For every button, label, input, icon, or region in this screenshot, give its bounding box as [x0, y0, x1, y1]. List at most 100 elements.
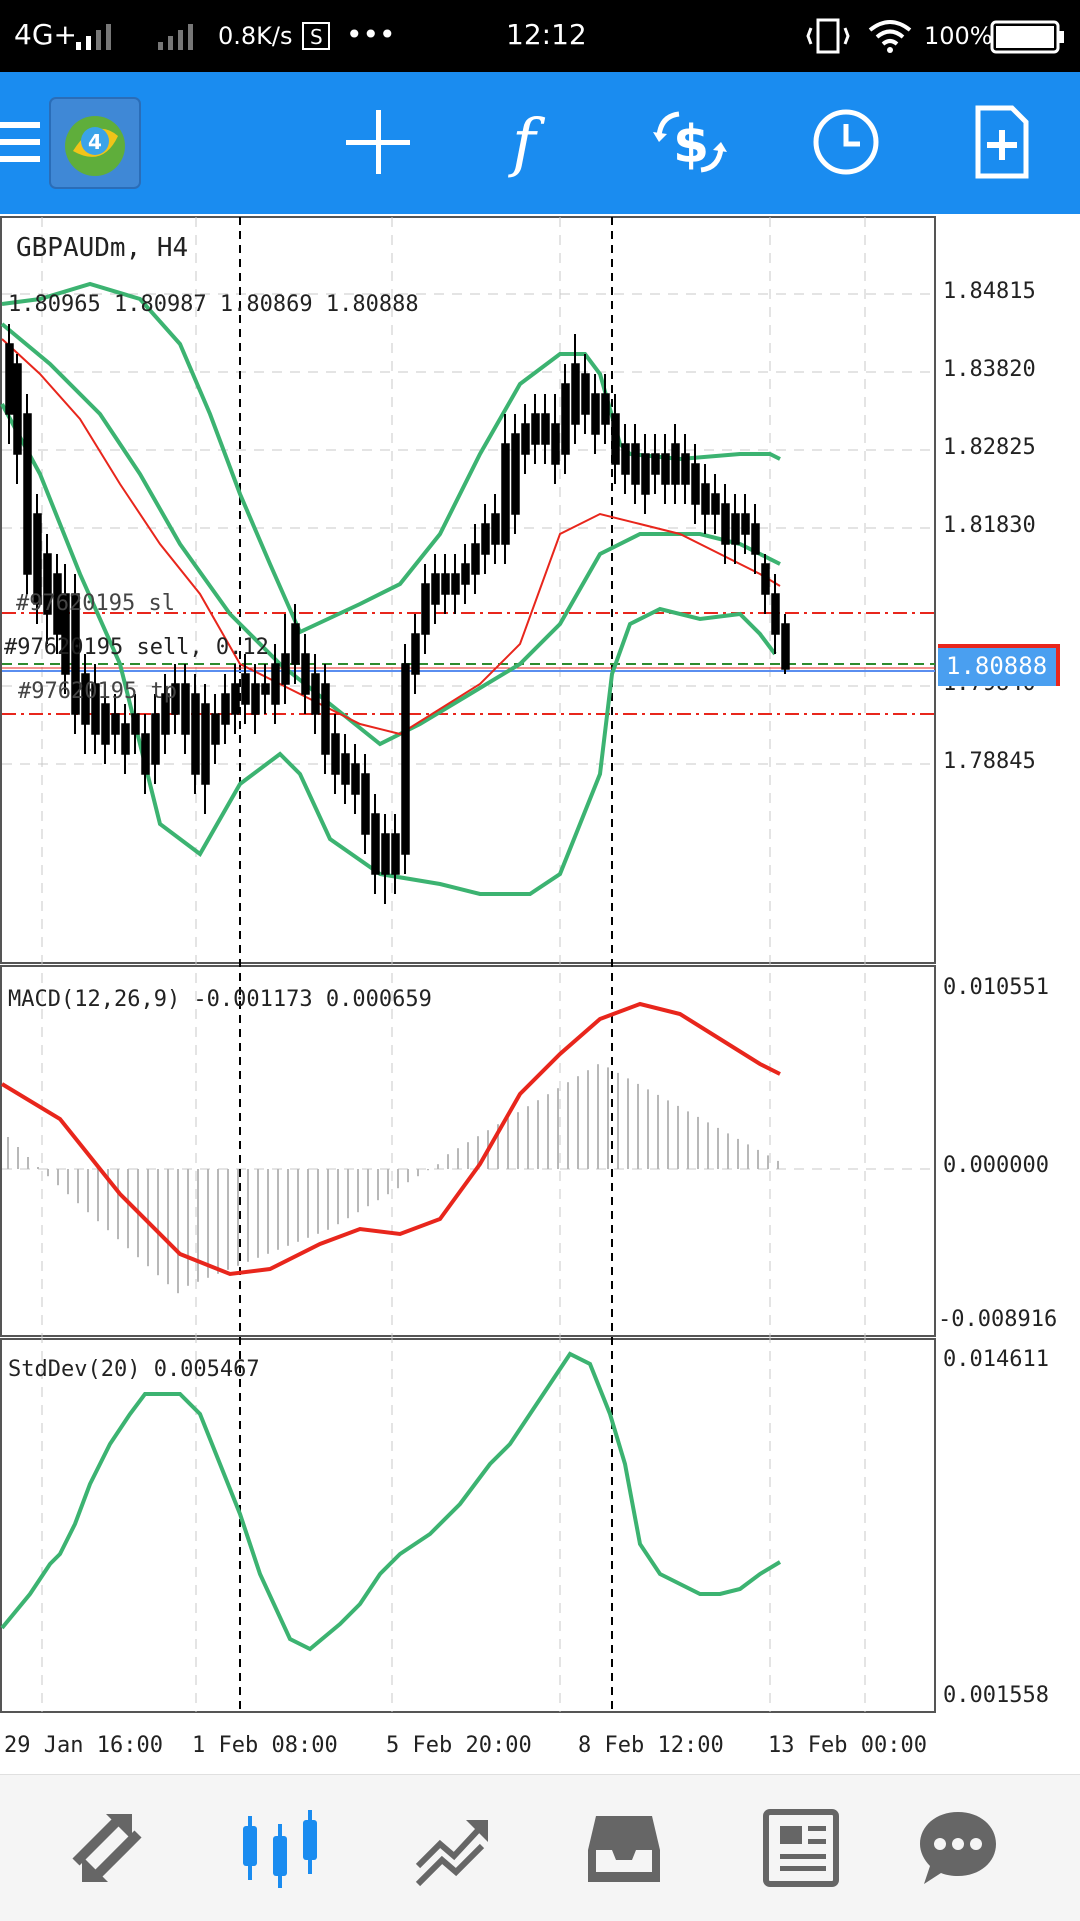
stddev-frame	[0, 1338, 936, 1713]
candle-body	[71, 593, 80, 715]
mt4-logo-icon[interactable]: 4	[48, 96, 142, 190]
candle-body	[441, 573, 450, 595]
candle-body	[53, 573, 62, 635]
candle-body	[681, 453, 690, 485]
candle-body	[91, 683, 100, 735]
candle-body	[561, 383, 570, 455]
battery-icon	[990, 20, 1064, 54]
price-chart[interactable]: 1.84815 1.83820 1.82825 1.81830 1.79840 …	[0, 214, 1080, 1774]
candle-body	[651, 453, 660, 475]
order-tp-label: #97620195 tp	[18, 679, 177, 704]
candle-body	[551, 423, 560, 465]
time-label: 13 Feb 00:00	[768, 1733, 927, 1758]
svg-text:$: $	[673, 115, 709, 175]
candle-body	[101, 703, 110, 745]
symbol-label: GBPAUDm, H4	[16, 233, 188, 263]
candle-body	[571, 363, 580, 425]
candlesticks	[5, 324, 790, 904]
candle-body	[231, 683, 240, 715]
menu-icon[interactable]	[0, 92, 70, 192]
candle-body	[601, 393, 610, 425]
trade-icon[interactable]	[402, 1803, 502, 1893]
candle-body	[781, 623, 790, 670]
candle-body	[521, 423, 530, 455]
candle-body	[381, 833, 390, 875]
macd-tick: 0.010551	[943, 975, 1049, 1000]
candle-body	[741, 513, 750, 535]
candle-body	[471, 543, 480, 575]
candle-body	[291, 623, 300, 665]
candle-body	[591, 393, 600, 435]
candle-body	[611, 413, 620, 465]
candle-body	[431, 573, 440, 605]
time-label: 5 Feb 20:00	[386, 1733, 532, 1758]
network-type: 4G+	[14, 18, 77, 51]
timeframe-clock-icon[interactable]	[796, 92, 896, 192]
candle-body	[261, 683, 270, 695]
candle-body	[771, 593, 780, 635]
candle-body	[251, 683, 260, 715]
candle-body	[641, 453, 650, 495]
candle-body	[501, 443, 510, 545]
grid-lines	[2, 217, 935, 1712]
network-speed: 0.8K/s	[218, 22, 293, 50]
candle-body	[181, 683, 190, 735]
trade-dollar-icon[interactable]: $	[640, 92, 740, 192]
battery-percent: 100%	[924, 22, 993, 50]
candle-body	[23, 413, 32, 575]
candle-body	[121, 723, 130, 755]
candle-body	[111, 713, 120, 735]
crosshair-icon[interactable]	[328, 92, 428, 192]
candle-body	[301, 653, 310, 695]
candle-body	[43, 553, 52, 615]
candle-body	[151, 713, 160, 765]
signal-2-icon	[158, 24, 193, 50]
candle-body	[421, 583, 430, 635]
candle-body	[691, 463, 700, 505]
history-icon[interactable]	[574, 1803, 674, 1893]
candle-body	[371, 813, 380, 875]
candle-body	[761, 563, 770, 595]
order-sell-label: #97620195 sell, 0.12	[4, 635, 269, 660]
new-document-icon[interactable]	[952, 92, 1052, 192]
price-tick: 1.84815	[943, 279, 1036, 304]
candle-body	[411, 633, 420, 675]
candle-body	[321, 683, 330, 755]
candle-body	[401, 663, 410, 855]
candle-body	[531, 413, 540, 445]
candle-body	[13, 363, 22, 455]
indicators-f-icon[interactable]: f	[484, 92, 584, 192]
candle-body	[141, 733, 150, 775]
candle-body	[731, 513, 740, 545]
candle-body	[331, 733, 340, 775]
candle-body	[621, 443, 630, 475]
price-tick: 1.78845	[943, 749, 1036, 774]
candle-body	[631, 443, 640, 485]
price-tick: 1.81830	[943, 513, 1036, 538]
candle-body	[5, 343, 14, 415]
candle-body	[351, 763, 360, 795]
candle-body	[171, 683, 180, 715]
price-tick: 1.83820	[943, 357, 1036, 382]
candle-body	[311, 673, 320, 715]
candle-body	[221, 693, 230, 725]
signal-icon	[76, 24, 111, 50]
candle-body	[491, 513, 500, 545]
current-price-box	[938, 644, 1060, 686]
candle-body	[61, 593, 70, 675]
svg-text:f: f	[508, 106, 546, 180]
candle-body	[751, 523, 760, 555]
quotes-icon[interactable]	[58, 1803, 158, 1893]
candle-body	[341, 753, 350, 785]
stddev-tick: 0.001558	[943, 1683, 1049, 1708]
price-tick: 1.82825	[943, 435, 1036, 460]
candle-body	[271, 663, 280, 705]
macd-tick: -0.008916	[938, 1307, 1057, 1332]
top-toolbar: 4 f $	[0, 72, 1080, 214]
candle-body	[451, 573, 460, 595]
chat-icon[interactable]	[908, 1803, 1008, 1893]
candle-body	[201, 703, 210, 785]
chart-icon[interactable]	[230, 1803, 330, 1893]
news-icon[interactable]	[750, 1803, 850, 1893]
chart-area[interactable]: 1.84815 1.83820 1.82825 1.81830 1.79840 …	[0, 214, 1080, 1774]
